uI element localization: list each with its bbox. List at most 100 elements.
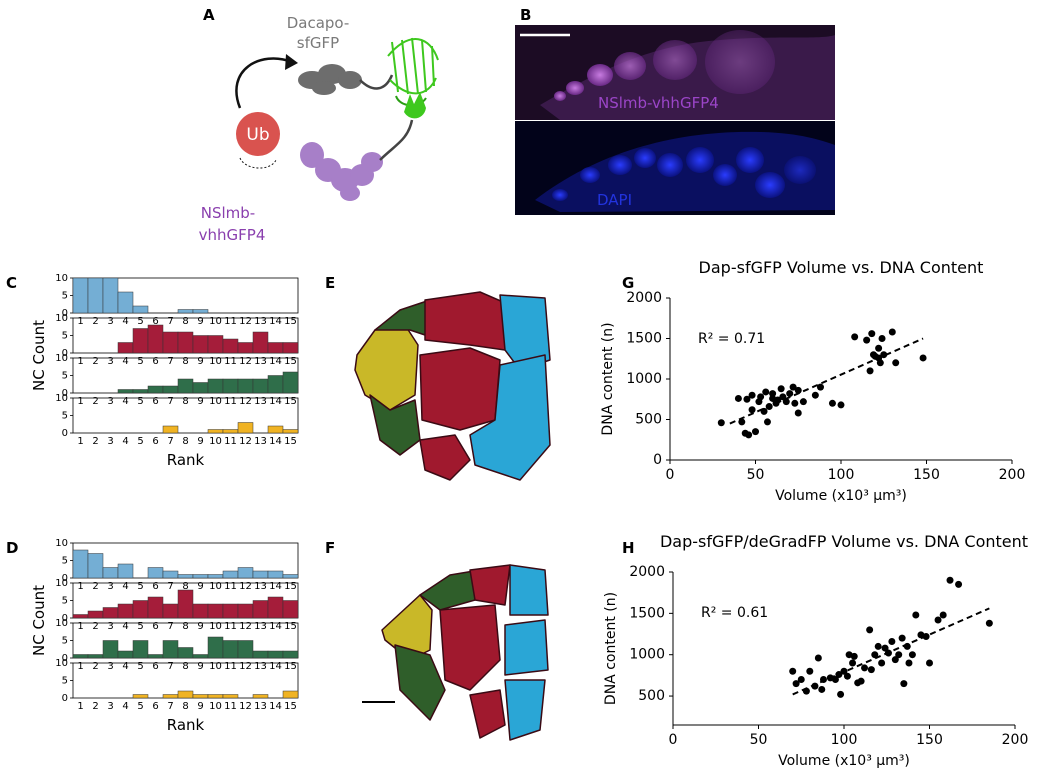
point <box>760 407 768 415</box>
x-tick-label: 9 <box>197 356 203 367</box>
x-tick-label: 4 <box>122 701 128 712</box>
point <box>874 642 882 650</box>
point <box>863 336 871 344</box>
point <box>818 685 826 693</box>
point <box>799 398 807 406</box>
point <box>903 642 911 650</box>
trend-line <box>729 337 924 425</box>
bar <box>222 603 239 619</box>
x-tick-label: 9 <box>197 701 203 712</box>
point <box>794 409 802 417</box>
bar <box>207 429 224 434</box>
bar <box>282 600 299 619</box>
point <box>888 637 896 645</box>
x-tick-label: 2 <box>92 396 98 407</box>
point <box>806 667 814 675</box>
x-axis-label: Rank <box>167 716 205 734</box>
bar <box>207 378 224 394</box>
bar <box>192 335 209 354</box>
point <box>789 667 797 675</box>
x-tick-label: 12 <box>239 356 252 367</box>
x-tick-label: 13 <box>254 581 267 592</box>
x-tick-label: 100 <box>831 732 858 748</box>
point <box>866 626 874 634</box>
annotation: R² = 0.61 <box>701 605 768 621</box>
y-axis-label: DNA content (n) <box>603 592 619 705</box>
x-tick-label: 4 <box>122 356 128 367</box>
bar <box>177 574 194 579</box>
point <box>871 651 879 659</box>
bar <box>132 694 149 699</box>
point <box>786 390 794 398</box>
y-tick-label: 1000 <box>626 371 662 387</box>
point <box>875 344 883 352</box>
point <box>791 399 799 407</box>
cell <box>504 619 549 676</box>
x-tick-label: 15 <box>284 581 297 592</box>
x-tick-label: 3 <box>107 316 113 327</box>
x-tick-label: 5 <box>137 701 143 712</box>
x-tick-label: 5 <box>137 621 143 632</box>
point <box>738 418 746 426</box>
x-tick-label: 10 <box>209 316 222 327</box>
cell <box>504 679 546 741</box>
point <box>789 383 797 391</box>
bar <box>252 378 269 394</box>
bar <box>87 654 104 659</box>
point <box>743 395 751 403</box>
point <box>866 367 874 375</box>
x-tick-label: 13 <box>254 316 267 327</box>
cell <box>374 299 431 336</box>
x-tick-label: 2 <box>92 701 98 712</box>
x-tick-label: 9 <box>197 581 203 592</box>
point <box>985 619 993 627</box>
x-tick-label: 4 <box>122 316 128 327</box>
bar <box>117 389 134 394</box>
x-tick-label: 7 <box>167 581 173 592</box>
x-tick-label: 8 <box>182 436 188 447</box>
x-tick-label: 12 <box>239 396 252 407</box>
bar <box>267 570 284 579</box>
bar <box>207 335 224 354</box>
bar <box>177 331 194 354</box>
cell <box>469 564 511 606</box>
bar <box>282 690 299 699</box>
y-tick-label: 0 <box>62 573 68 584</box>
point <box>745 431 753 439</box>
point <box>881 644 889 652</box>
point <box>926 659 933 667</box>
x-tick-label: 8 <box>182 661 188 672</box>
x-tick-label: 8 <box>182 396 188 407</box>
point <box>792 680 800 688</box>
bar <box>192 574 209 579</box>
x-axis-label: Volume (x10³ µm³) <box>775 488 907 504</box>
bar <box>222 640 239 659</box>
point <box>717 419 725 427</box>
cells <box>554 30 775 101</box>
x-tick-label: 4 <box>122 621 128 632</box>
x-tick-label: 4 <box>122 436 128 447</box>
bar <box>132 600 149 619</box>
x-tick-label: 10 <box>209 621 222 632</box>
bar <box>147 596 164 619</box>
x-tick-label: 14 <box>269 436 282 447</box>
x-tick-label: 6 <box>152 661 158 672</box>
cell <box>354 324 419 411</box>
y-tick-label: 5 <box>62 331 68 342</box>
x-tick-label: 12 <box>239 701 252 712</box>
bar <box>207 636 224 659</box>
x-tick-label: 6 <box>152 436 158 447</box>
point <box>779 393 787 401</box>
x-tick-label: 4 <box>122 396 128 407</box>
x-tick-label: 3 <box>107 701 113 712</box>
y-tick-label: 0 <box>62 613 68 624</box>
substrate-label: sfGFP <box>297 34 339 52</box>
nuclei <box>552 147 816 201</box>
bar <box>192 309 209 314</box>
point <box>912 611 920 619</box>
bar <box>147 654 164 659</box>
x-tick-label: 4 <box>122 661 128 672</box>
y-axis-label: DNA content (n) <box>600 322 616 435</box>
x-tick-label: 10 <box>209 661 222 672</box>
x-tick-label: 14 <box>269 316 282 327</box>
